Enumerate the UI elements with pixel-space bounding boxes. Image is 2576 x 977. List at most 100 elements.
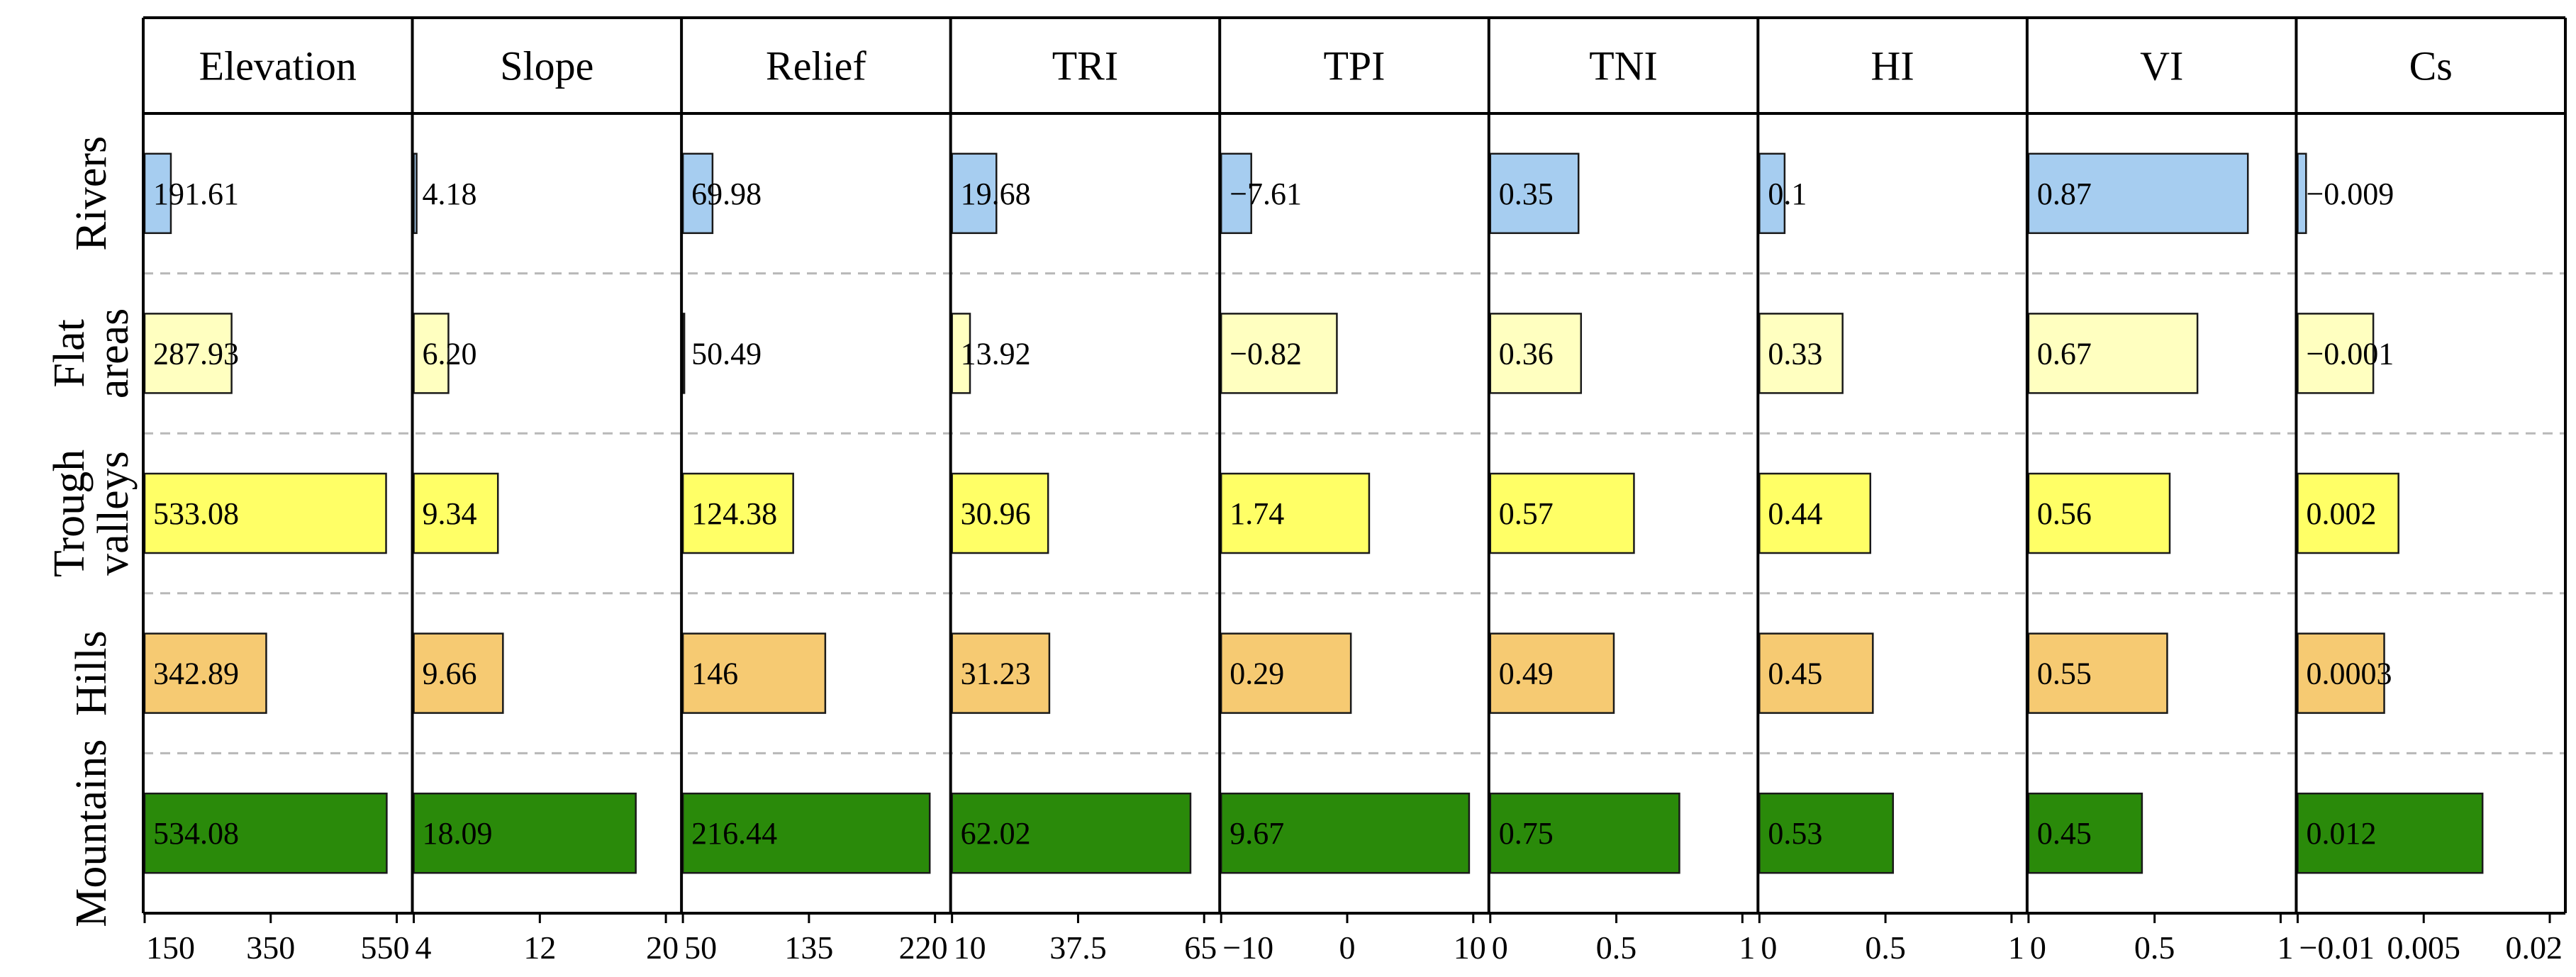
bar (143, 152, 172, 235)
panel-header: HI (1871, 43, 1914, 89)
bar (951, 792, 1192, 874)
bar (2297, 792, 2484, 874)
tick-label: 350 (246, 929, 295, 966)
tick-label: 10 (1454, 929, 1486, 966)
data-label: 534.08 (153, 816, 239, 851)
tick-label: 37.5 (1049, 929, 1107, 966)
tick-label: 4 (416, 929, 432, 966)
data-label: 0.56 (2037, 496, 2092, 531)
tick-label: 0 (1761, 929, 1777, 966)
bar (1489, 313, 1583, 394)
bar (2027, 152, 2249, 235)
row-label: Mountains (67, 739, 116, 927)
data-label: 50.49 (691, 336, 762, 371)
data-label: −0.001 (2306, 336, 2394, 371)
bar (1758, 152, 1786, 235)
row-label: Flatareas (45, 308, 138, 398)
data-label: 0.44 (1768, 496, 1822, 531)
panel-header: TPI (1324, 43, 1385, 89)
tick-label: 0.5 (1865, 929, 1906, 966)
data-label: 19.68 (961, 177, 1031, 211)
panel-header: VI (2140, 43, 2183, 89)
tick-label: 550 (361, 929, 410, 966)
data-label: −7.61 (1230, 177, 1302, 211)
panel-header: Elevation (199, 43, 357, 89)
data-label: 0.29 (1230, 657, 1284, 691)
data-label: 0.45 (2037, 816, 2092, 851)
data-label: 0.53 (1768, 816, 1822, 851)
data-label: 9.67 (1230, 816, 1284, 851)
tick-label: 20 (646, 929, 679, 966)
bar (1220, 152, 1252, 235)
bar (1489, 472, 1635, 554)
data-label: 0.49 (1499, 657, 1554, 691)
tick-label: 0 (2030, 929, 2046, 966)
bar (681, 632, 827, 714)
data-label: 0.45 (1768, 657, 1822, 691)
data-label: 0.55 (2037, 657, 2092, 691)
data-label: 62.02 (961, 816, 1031, 851)
tick-label: 0 (1339, 929, 1356, 966)
data-label: 0.002 (2306, 496, 2376, 531)
row-label: Hills (67, 630, 116, 716)
data-label: 342.89 (153, 657, 239, 691)
row-label-line: Rivers (67, 136, 116, 251)
data-label: 4.18 (423, 177, 477, 211)
bar (2297, 632, 2385, 714)
tick-label: −10 (1222, 929, 1273, 966)
row-label: Troughvalleys (45, 450, 138, 577)
bar (2027, 632, 2168, 714)
bar (2027, 313, 2199, 394)
data-label: 69.98 (691, 177, 762, 211)
data-label: −0.009 (2306, 177, 2394, 211)
data-label: 1.74 (1230, 496, 1284, 531)
bar (2297, 313, 2375, 394)
data-label: 9.66 (423, 657, 477, 691)
tick-label: 135 (784, 929, 833, 966)
bar (681, 313, 686, 394)
tick-label: 1 (2008, 929, 2024, 966)
tick-label: 10 (954, 929, 986, 966)
bar (1758, 792, 1895, 874)
data-label: 0.36 (1499, 336, 1554, 371)
tick-label: 50 (684, 929, 717, 966)
bar (681, 472, 794, 554)
tick-label: 220 (899, 929, 948, 966)
tick-label: −0.01 (2299, 929, 2374, 966)
bar (1758, 632, 1874, 714)
data-label: 287.93 (153, 336, 239, 371)
data-label: 0.67 (2037, 336, 2092, 371)
data-label: 0.012 (2306, 816, 2376, 851)
data-label: 0.35 (1499, 177, 1554, 211)
bar (681, 792, 931, 874)
bar (1758, 313, 1844, 394)
data-label: 191.61 (153, 177, 239, 211)
data-label: 0.1 (1768, 177, 1807, 211)
data-label: 0.75 (1499, 816, 1554, 851)
tick-label: 0.5 (2134, 929, 2175, 966)
data-label: 216.44 (691, 816, 777, 851)
bar (1220, 313, 1338, 394)
tick-label: 1 (2277, 929, 2293, 966)
bar (681, 152, 714, 235)
bar (2297, 152, 2307, 235)
tick-label: 65 (1184, 929, 1217, 966)
bar (1489, 632, 1615, 714)
row-label-line: areas (89, 308, 138, 398)
data-label: 0.87 (2037, 177, 2092, 211)
data-label: 146 (691, 657, 738, 691)
bar (1489, 152, 1580, 235)
tick-label: 0.5 (1596, 929, 1637, 966)
bar (413, 792, 637, 874)
bar (143, 313, 233, 394)
bar (143, 472, 387, 554)
data-label: 13.92 (961, 336, 1031, 371)
bar (2027, 472, 2171, 554)
data-label: 9.34 (423, 496, 477, 531)
panel-header: Slope (500, 43, 593, 89)
bar (1220, 632, 1352, 714)
data-label: 0.33 (1768, 336, 1822, 371)
row-label: Rivers (67, 136, 116, 251)
data-label: 31.23 (961, 657, 1031, 691)
